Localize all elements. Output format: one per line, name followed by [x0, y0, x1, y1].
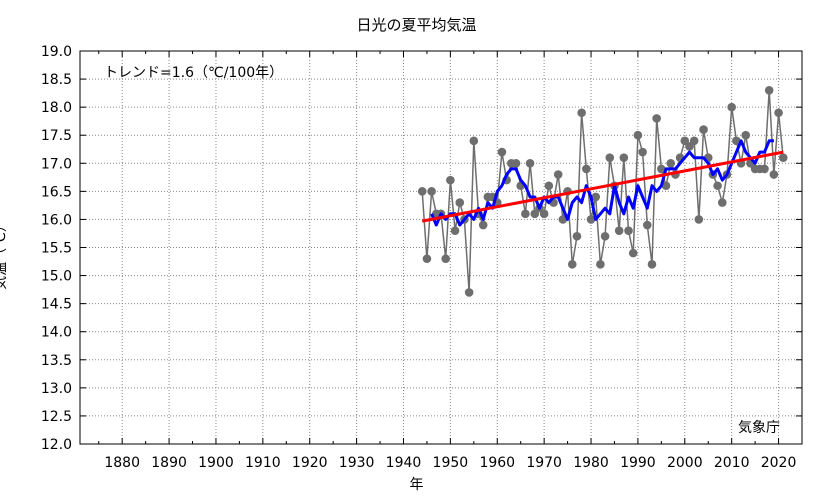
x-tick-label: 1910: [245, 455, 281, 471]
annual-point: [446, 175, 455, 185]
annual-point: [553, 170, 563, 179]
grid: [80, 50, 802, 445]
annual-point: [647, 260, 657, 269]
annual-point: [717, 198, 727, 207]
x-tick-label: 1920: [292, 455, 328, 471]
trend-line: [421, 150, 784, 223]
plot-frame: [79, 50, 803, 445]
annual-point: [605, 153, 615, 162]
annual-point: [624, 226, 633, 235]
annual-point: [760, 164, 769, 174]
y-tick-label: 18.0: [41, 100, 72, 116]
y-tick-label: 12.0: [41, 437, 72, 453]
annual-point: [666, 158, 676, 168]
series-layer: [417, 86, 788, 297]
annual-point: [727, 102, 736, 112]
annual-point: [577, 108, 586, 118]
annual-point: [572, 231, 582, 241]
annual-point: [614, 226, 624, 235]
y-tick-label: 15.0: [41, 269, 72, 285]
y-tick-label: 13.0: [41, 381, 72, 397]
annual-point: [628, 248, 638, 258]
annual-point: [741, 130, 751, 140]
trend-annotation: トレンド=1.6（℃/100年）: [104, 65, 284, 81]
x-tick-label: 1900: [198, 455, 234, 471]
y-axis-label: 気温（℃）: [0, 218, 9, 290]
annual-point: [539, 209, 549, 219]
annual-point: [699, 125, 708, 134]
annual-point: [586, 215, 596, 224]
annual-point: [511, 158, 521, 168]
annual-point: [521, 209, 530, 219]
annual-point: [713, 181, 722, 191]
annual-point: [455, 198, 465, 207]
y-tick-label: 16.5: [41, 184, 72, 200]
running-mean-line: [430, 139, 774, 227]
annual-point: [464, 288, 474, 297]
x-tick-label: 1880: [104, 455, 140, 471]
annual-point: [661, 181, 671, 191]
annual-point: [769, 170, 779, 179]
x-tick-label: 2020: [761, 455, 797, 471]
y-tick-label: 12.5: [41, 409, 72, 425]
y-tick-label: 14.0: [41, 325, 72, 341]
annual-point: [657, 164, 666, 174]
x-tick-label: 1990: [620, 455, 656, 471]
annual-point: [633, 130, 643, 140]
x-axis-label: 年: [409, 477, 424, 493]
y-tick-label: 19.0: [41, 44, 72, 60]
annual-point: [427, 187, 436, 196]
x-tick-label: 1950: [433, 455, 469, 471]
annual-point: [525, 158, 535, 168]
y-tick-label: 18.5: [41, 72, 72, 88]
annual-point: [441, 254, 450, 264]
annual-point: [600, 231, 610, 241]
annual-point: [478, 220, 488, 230]
annual-point: [567, 260, 577, 269]
chart-title: 日光の夏平均気温: [356, 16, 477, 34]
x-tick-label: 1930: [339, 455, 375, 471]
annual-point: [582, 164, 591, 174]
x-tick-label: 2000: [667, 455, 703, 471]
y-tick-label: 15.5: [41, 241, 72, 257]
annual-point: [642, 220, 652, 230]
source-label: 気象庁: [738, 420, 780, 436]
x-tick-label: 1960: [479, 455, 515, 471]
annual-point: [417, 187, 427, 196]
annual-point: [558, 215, 568, 224]
annual-point: [778, 153, 788, 162]
annual-point: [450, 226, 460, 235]
y-tick-label: 17.0: [41, 156, 72, 172]
x-tick-label: 2010: [714, 455, 750, 471]
annual-point: [694, 215, 704, 224]
x-tick-label: 1890: [151, 455, 187, 471]
annual-point: [469, 136, 479, 146]
axis-ticks: 1880 1890 1900 1910 1920 1930 1940 1950 1960 1970…: [41, 44, 803, 471]
annual-point: [544, 181, 554, 191]
y-tick-label: 16.0: [41, 212, 72, 228]
annual-point: [497, 147, 507, 157]
annual-point: [764, 86, 774, 95]
x-tick-label: 1970: [526, 455, 562, 471]
annual-point: [619, 153, 629, 162]
y-tick-label: 13.5: [41, 353, 72, 369]
y-tick-label: 14.5: [41, 297, 72, 313]
annual-point: [774, 108, 783, 118]
x-tick-label: 1980: [573, 455, 609, 471]
annual-point: [652, 114, 661, 123]
y-tick-label: 17.5: [41, 128, 72, 144]
x-tick-label: 1940: [386, 455, 422, 471]
annual-point: [591, 192, 601, 202]
annual-point: [596, 260, 605, 269]
annual-point: [732, 136, 741, 146]
annual-point: [638, 147, 647, 157]
annual-point: [422, 254, 432, 264]
annual-point: [689, 136, 699, 146]
